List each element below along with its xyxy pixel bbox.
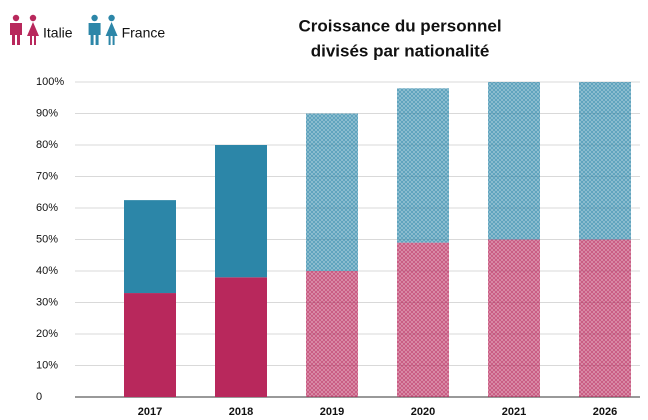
icon-body <box>88 23 101 45</box>
y-tick-label: 50% <box>36 233 58 245</box>
icon-head <box>29 14 37 22</box>
y-tick-label: 80% <box>36 139 58 151</box>
icon-head <box>91 14 98 22</box>
x-tick-label: 2017 <box>138 406 162 418</box>
bar-segment <box>215 145 267 278</box>
icon-body <box>105 22 118 45</box>
legend-icon <box>88 14 101 45</box>
bar-segment <box>488 239 540 397</box>
icon-body <box>10 23 22 45</box>
y-tick-label: 30% <box>36 296 58 308</box>
y-tick-label: 0 <box>36 391 42 403</box>
y-tick-label: 100% <box>36 76 64 88</box>
bar-segment <box>488 82 540 240</box>
legend-label: France <box>122 25 166 41</box>
legend-label: Italie <box>43 25 73 41</box>
icon-body <box>27 22 39 45</box>
y-tick-label: 70% <box>36 170 58 182</box>
x-tick-label: 2018 <box>229 406 253 418</box>
bar-segment <box>215 277 267 397</box>
bar-segment <box>124 293 176 397</box>
bar-segment <box>306 113 358 271</box>
chart-title: divisés par nationalité <box>311 41 490 60</box>
chart-title: Croissance du personnel <box>298 16 501 35</box>
x-tick-label: 2026 <box>593 406 617 418</box>
y-tick-label: 10% <box>36 359 58 371</box>
legend-icon <box>10 14 22 45</box>
icon-head <box>108 14 115 22</box>
y-tick-label: 60% <box>36 202 58 214</box>
legend-icon <box>105 14 118 45</box>
bar-segment <box>579 239 631 397</box>
bar-segment <box>397 242 449 397</box>
icon-head <box>12 14 20 22</box>
legend-icon <box>27 14 39 45</box>
bar-segment <box>397 88 449 243</box>
bar-segment <box>124 200 176 294</box>
y-tick-label: 20% <box>36 328 58 340</box>
x-tick-label: 2020 <box>411 406 435 418</box>
x-tick-label: 2021 <box>502 406 526 418</box>
y-tick-label: 40% <box>36 265 58 277</box>
bar-segment <box>579 82 631 240</box>
x-tick-label: 2019 <box>320 406 344 418</box>
y-tick-label: 90% <box>36 107 58 119</box>
bar-segment <box>306 271 358 397</box>
